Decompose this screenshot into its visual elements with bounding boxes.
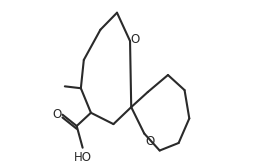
Text: O: O [131,33,140,46]
Text: O: O [146,135,155,148]
Text: HO: HO [74,151,92,164]
Text: O: O [52,108,62,121]
